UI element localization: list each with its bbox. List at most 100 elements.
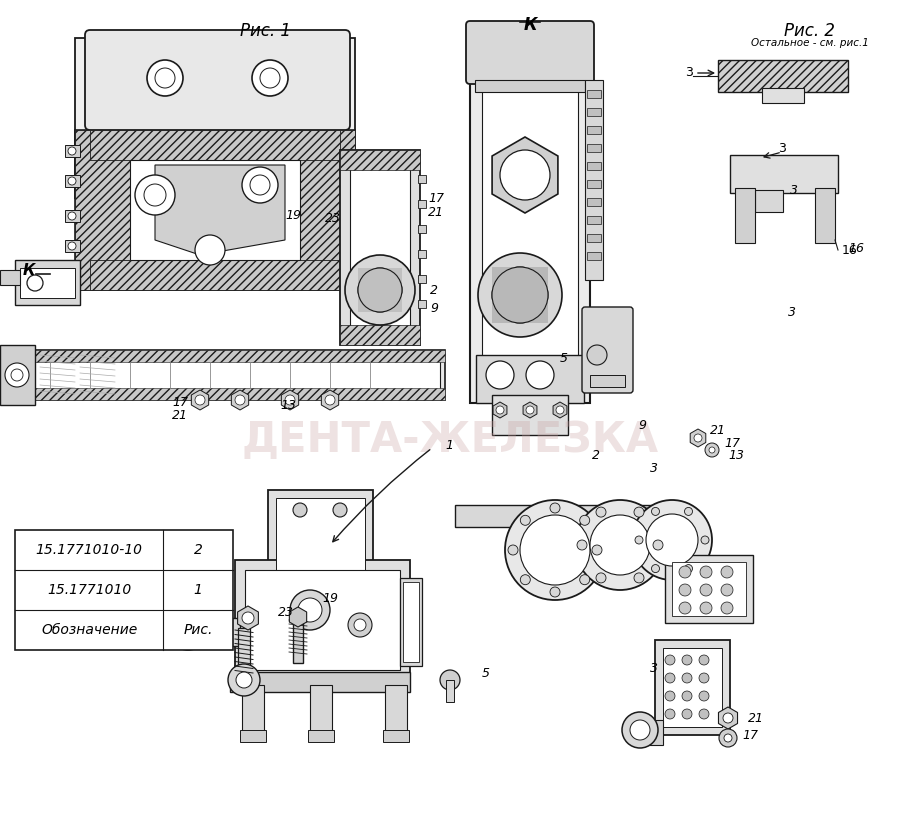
Bar — [587, 216, 601, 224]
Circle shape — [325, 395, 335, 405]
Bar — [385, 685, 407, 735]
Bar — [587, 90, 601, 98]
Circle shape — [685, 508, 692, 515]
Text: 5: 5 — [560, 351, 568, 365]
Text: 21: 21 — [748, 711, 764, 725]
Polygon shape — [192, 390, 209, 410]
Bar — [455, 505, 680, 527]
Circle shape — [679, 584, 691, 596]
Bar — [672, 562, 746, 616]
Circle shape — [580, 515, 590, 525]
Bar — [815, 188, 835, 243]
Circle shape — [721, 584, 733, 596]
Bar — [238, 628, 250, 678]
Polygon shape — [523, 402, 537, 418]
Circle shape — [68, 147, 76, 155]
Text: 2: 2 — [430, 283, 438, 297]
Circle shape — [682, 709, 692, 719]
Text: 3: 3 — [778, 142, 786, 155]
Text: 9: 9 — [638, 418, 646, 432]
Circle shape — [492, 267, 548, 323]
Bar — [0, 388, 445, 400]
Circle shape — [520, 575, 530, 585]
Bar — [20, 268, 75, 298]
Text: 21: 21 — [710, 423, 726, 437]
Circle shape — [700, 584, 712, 596]
Text: 5: 5 — [482, 666, 490, 680]
Circle shape — [590, 515, 650, 575]
Circle shape — [195, 395, 205, 405]
Text: 21: 21 — [172, 408, 188, 422]
Circle shape — [694, 434, 702, 442]
Circle shape — [709, 447, 715, 453]
Circle shape — [345, 255, 415, 325]
Circle shape — [679, 566, 691, 578]
Bar — [75, 38, 355, 198]
Circle shape — [520, 515, 590, 585]
Circle shape — [68, 177, 76, 185]
Text: 9: 9 — [430, 302, 438, 314]
Bar — [400, 578, 422, 666]
Bar — [655, 640, 730, 735]
Bar — [665, 555, 753, 623]
Circle shape — [496, 406, 504, 414]
Circle shape — [486, 361, 514, 389]
Bar — [65, 175, 80, 187]
Bar — [475, 80, 585, 92]
Circle shape — [147, 60, 183, 96]
Bar — [242, 685, 264, 735]
Circle shape — [700, 566, 712, 578]
Circle shape — [705, 443, 719, 457]
Circle shape — [632, 500, 712, 580]
Circle shape — [646, 514, 698, 566]
Circle shape — [235, 395, 245, 405]
Text: 3: 3 — [650, 462, 658, 474]
Circle shape — [144, 184, 166, 206]
Bar — [240, 730, 266, 742]
Circle shape — [252, 60, 288, 96]
Bar — [645, 720, 663, 745]
Circle shape — [665, 709, 675, 719]
Circle shape — [440, 670, 460, 690]
Circle shape — [665, 655, 675, 665]
Bar — [0, 350, 445, 400]
Text: К: К — [22, 262, 35, 277]
Bar — [403, 582, 419, 662]
Polygon shape — [492, 137, 558, 213]
Bar — [470, 28, 590, 403]
Bar — [718, 60, 848, 92]
Bar — [585, 80, 603, 280]
Circle shape — [596, 507, 606, 517]
Text: 17: 17 — [172, 396, 188, 408]
Bar — [10, 355, 440, 395]
Bar — [0, 345, 35, 405]
Circle shape — [155, 68, 175, 88]
Circle shape — [68, 242, 76, 250]
Circle shape — [135, 175, 175, 215]
Bar — [735, 188, 755, 243]
Bar — [663, 648, 722, 727]
Circle shape — [665, 673, 675, 683]
Circle shape — [526, 406, 534, 414]
Text: Обозначение: Обозначение — [41, 623, 137, 637]
Circle shape — [587, 345, 607, 365]
Circle shape — [723, 713, 733, 723]
Text: Рис.: Рис. — [184, 623, 212, 637]
Bar — [340, 325, 420, 345]
Circle shape — [682, 691, 692, 701]
Polygon shape — [718, 707, 737, 729]
Circle shape — [242, 612, 254, 624]
Circle shape — [592, 545, 602, 555]
Text: 16: 16 — [842, 244, 858, 256]
Bar — [755, 190, 783, 212]
Text: 3: 3 — [788, 306, 796, 318]
Bar — [350, 160, 410, 335]
Text: 1: 1 — [445, 438, 453, 452]
FancyBboxPatch shape — [582, 307, 633, 393]
Circle shape — [520, 515, 530, 525]
Polygon shape — [155, 165, 285, 255]
Bar — [587, 180, 601, 188]
Circle shape — [333, 503, 347, 517]
Circle shape — [550, 503, 560, 513]
Circle shape — [550, 587, 560, 597]
